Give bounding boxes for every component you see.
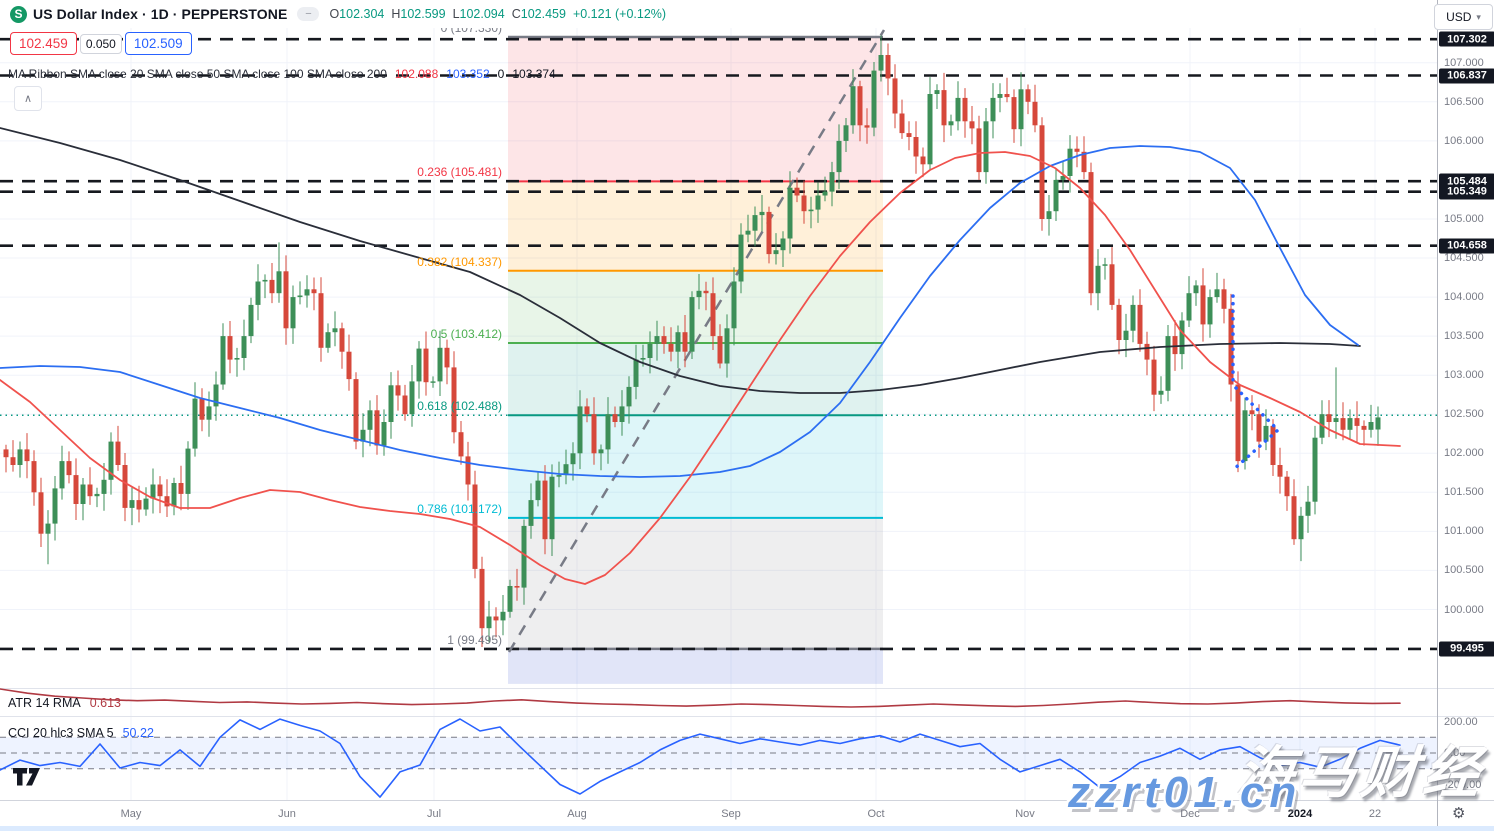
price-level-label: 107.302 [1439,31,1494,47]
price-axis-label: 102.000 [1444,447,1484,460]
price-axis-label: 104.500 [1444,252,1484,264]
spread-box: 0.050 [79,33,122,54]
time-axis-label: May [120,808,142,820]
price-axis-label: 104.000 [1444,291,1484,304]
fib-level-label: 0.618 (102.488) [417,399,502,414]
open-value: 102.304 [339,7,385,21]
ma-ribbon-value-50: 103.352 [446,67,490,81]
atr-value: 0.613 [89,696,121,710]
cci-value: 50.22 [122,726,154,740]
price-axis-label: 100.000 [1444,603,1484,616]
price-level-label: 99.495 [1439,641,1494,657]
ma-ribbon-value-100: 0 [497,67,505,81]
price-level-label: 104.658 [1439,238,1494,254]
watermark-url: zzrt01.cn [1068,768,1302,817]
cci-axis-label: 0.00 [1444,747,1466,759]
cci-axis-label: -200.00 [1444,778,1482,791]
symbol-title[interactable]: US Dollar Index · 1D · PEPPERSTONE [33,6,288,22]
time-axis-label: Oct [867,808,885,820]
currency-dropdown[interactable]: USD ▾ [1434,4,1493,30]
cci-legend[interactable]: CCI 20 hlc3 SMA 5 50.22 [8,726,154,740]
atr-legend[interactable]: ATR 14 RMA 0.613 [8,696,121,710]
currency-label: USD [1446,10,1472,24]
ask-price-box[interactable]: 102.509 [124,32,192,55]
time-axis-label: Dec [1180,808,1200,820]
price-level-label: 105.349 [1439,184,1494,200]
price-axis-label: 107.000 [1444,56,1484,69]
low-label: L [452,7,460,21]
ma-ribbon-legend[interactable]: MA Ribbon SMA close 20 SMA close 50 SMA … [8,67,556,81]
close-value: 102.459 [520,7,566,21]
price-axis-label: 102.500 [1444,408,1484,421]
time-axis-label: Jun [278,808,296,820]
cci-label: CCI 20 hlc3 SMA 5 [8,726,114,740]
price-axis-label: 101.500 [1444,486,1484,499]
cci-axis-label: 200.00 [1444,715,1478,728]
ma-ribbon-params: MA Ribbon SMA close 20 SMA close 50 SMA … [8,67,387,81]
change-value: +0.121 (+0.12%) [572,7,667,21]
collapse-ohlc-icon[interactable]: − [297,7,320,21]
time-axis-label: Aug [567,808,587,820]
collapse-indicators-button[interactable]: ∧ [14,86,42,111]
price-axis-label: 105.000 [1444,213,1484,225]
time-axis-label: 22 [1368,808,1382,820]
ma-ribbon-value-200: 103.374 [512,67,556,81]
price-axis-label: 101.000 [1444,525,1484,538]
fib-level-label: 0.382 (104.337) [417,254,502,269]
ohlc-readout: O102.304 H102.599 L102.094 C102.459 +0.1… [329,7,666,21]
symbol-logo-icon[interactable]: S [10,5,27,23]
close-label: C [511,7,521,21]
high-label: H [391,7,401,21]
time-axis-label: Nov [1015,808,1035,820]
time-axis-label: Jul [426,808,442,820]
fib-level-label: 0.786 (101.172) [417,501,502,516]
quote-bar: 102.459 0.050 102.509 [10,32,192,55]
fib-level-label: 0.5 (103.412) [430,327,502,341]
bid-price-box[interactable]: 102.459 [10,32,77,55]
high-value: 102.599 [400,7,446,21]
ma-ribbon-value-20: 102.088 [394,67,439,81]
open-label: O [329,7,340,21]
chart-toolbar: S US Dollar Index · 1D · PEPPERSTONE − O… [0,0,1437,28]
chevron-down-icon: ▾ [1476,11,1481,22]
fib-level-label: 0.236 (105.481) [417,165,502,180]
price-axis-label: 103.000 [1444,369,1484,382]
price-axis-label: 106.500 [1444,95,1484,108]
atr-label: ATR 14 RMA [8,696,81,710]
bottom-strip [0,826,1494,831]
tradingview-logo-icon[interactable] [13,767,43,786]
price-axis-label: 106.000 [1444,134,1484,147]
price-axis-label: 100.500 [1444,564,1484,577]
price-level-label: 106.837 [1439,68,1494,83]
price-axis-label: 103.500 [1444,330,1484,343]
fib-level-label: 1 (99.495) [447,632,502,647]
time-axis-label: 2024 [1287,808,1313,820]
low-value: 102.094 [459,7,505,21]
time-axis-label: Sep [721,808,741,820]
gear-icon[interactable]: ⚙ [1452,805,1466,822]
